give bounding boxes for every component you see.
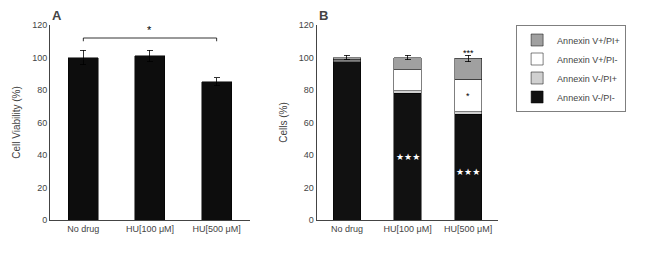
svg-text:60: 60 — [304, 118, 314, 128]
svg-text:No drug: No drug — [67, 224, 99, 234]
svg-text:40: 40 — [37, 150, 47, 160]
svg-text:0: 0 — [42, 215, 47, 225]
svg-text:100: 100 — [299, 53, 314, 63]
svg-text:20: 20 — [37, 183, 47, 193]
svg-text:★★★: ★★★ — [456, 167, 480, 177]
svg-text:120: 120 — [32, 20, 47, 30]
svg-text:20: 20 — [304, 183, 314, 193]
svg-text:HU[100 μM]: HU[100 μM] — [383, 224, 431, 234]
svg-text:B: B — [319, 8, 328, 23]
svg-text:Annexin V-/PI-: Annexin V-/PI- — [557, 93, 615, 103]
svg-text:120: 120 — [299, 20, 314, 30]
svg-text:★★★: ★★★ — [396, 152, 420, 162]
svg-text:Annexin V+/PI-: Annexin V+/PI- — [557, 55, 617, 65]
svg-text:HU[500 μM]: HU[500 μM] — [444, 224, 492, 234]
svg-text:***: *** — [463, 48, 474, 58]
svg-text:*: * — [147, 24, 152, 36]
svg-text:Cells (%): Cells (%) — [278, 102, 289, 143]
svg-text:0: 0 — [309, 215, 314, 225]
svg-text:HU[500 μM]: HU[500 μM] — [193, 224, 241, 234]
svg-text:80: 80 — [304, 85, 314, 95]
svg-text:HU[100 μM]: HU[100 μM] — [126, 224, 174, 234]
svg-text:Annexin V-/PI+: Annexin V-/PI+ — [557, 74, 617, 84]
svg-text:*: * — [466, 91, 470, 101]
svg-text:No drug: No drug — [331, 224, 363, 234]
svg-text:Cell Viability (%): Cell Viability (%) — [11, 86, 22, 159]
svg-text:100: 100 — [32, 53, 47, 63]
svg-text:40: 40 — [304, 150, 314, 160]
svg-text:Annexin V+/PI+: Annexin V+/PI+ — [557, 36, 620, 46]
svg-text:80: 80 — [37, 85, 47, 95]
svg-text:60: 60 — [37, 118, 47, 128]
svg-text:A: A — [52, 8, 62, 23]
